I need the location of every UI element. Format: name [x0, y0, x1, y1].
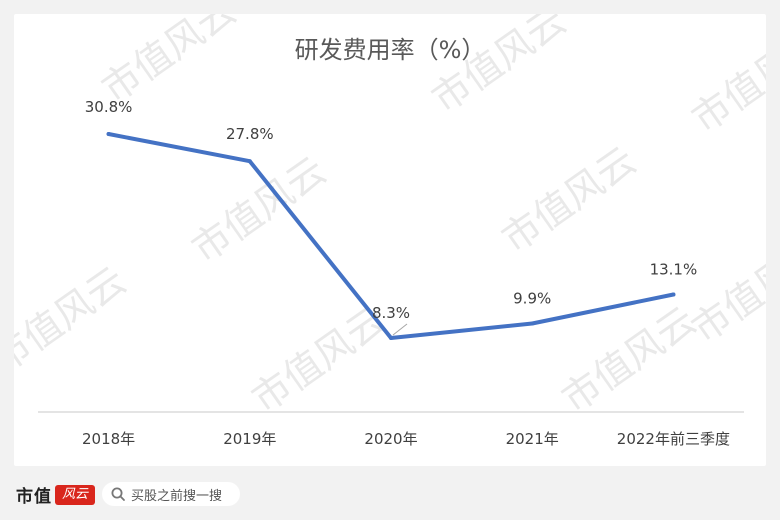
data-label-5: 13.1%	[650, 260, 698, 278]
data-point-5	[671, 292, 676, 297]
chart-title: 研发费用率（%）	[295, 36, 486, 64]
footer-bar: 市值 风云 买股之前搜一搜	[0, 466, 780, 520]
watermark-text-2: 市值风云	[424, 14, 574, 121]
x-tick-labels: 2018年 2019年 2020年 2021年 2022年前三季度	[82, 430, 730, 448]
brand-seal: 风云	[55, 484, 95, 505]
data-point-1	[106, 132, 111, 136]
watermark-text-5: 市值风云	[14, 258, 134, 381]
x-tick-label-5: 2022年前三季度	[617, 430, 730, 448]
x-tick-label-1: 2018年	[82, 430, 135, 448]
data-labels: 30.8% 27.8% 8.3% 9.9% 13.1%	[85, 98, 697, 322]
watermark-text-9: 市值风云	[684, 228, 766, 351]
data-point-2	[247, 159, 252, 164]
watermark-text-1: 市值风云	[94, 14, 244, 111]
watermark-text-8: 市值风云	[684, 18, 766, 141]
x-tick-label-4: 2021年	[506, 430, 559, 448]
search-hint: 买股之前搜一搜	[131, 488, 223, 504]
x-tick-label-2: 2019年	[223, 430, 276, 448]
data-label-4: 9.9%	[513, 289, 551, 307]
data-point-4	[530, 321, 535, 326]
brand-logo: 市值 风云	[16, 482, 95, 507]
brand-name: 市值	[16, 487, 52, 507]
x-tick-label-3: 2020年	[364, 430, 417, 448]
watermark-text-4: 市值风云	[494, 138, 644, 261]
data-label-1: 30.8%	[85, 98, 133, 116]
data-label-2: 27.8%	[226, 125, 274, 143]
search-icon	[111, 487, 125, 501]
search-box[interactable]: 买股之前搜一搜	[102, 482, 240, 506]
data-label-3: 8.3%	[372, 304, 410, 322]
data-label-leader	[392, 323, 408, 336]
watermark-text-3: 市值风云	[184, 148, 334, 271]
chart-card: 市值风云 市值风云 市值风云 市值风云 市值风云 市值风云 市值风云 市值风云 市值风云 研发费…	[14, 14, 766, 466]
data-point-3	[389, 336, 393, 340]
series-points	[106, 132, 676, 340]
watermark-text-7: 市值风云	[554, 298, 704, 421]
